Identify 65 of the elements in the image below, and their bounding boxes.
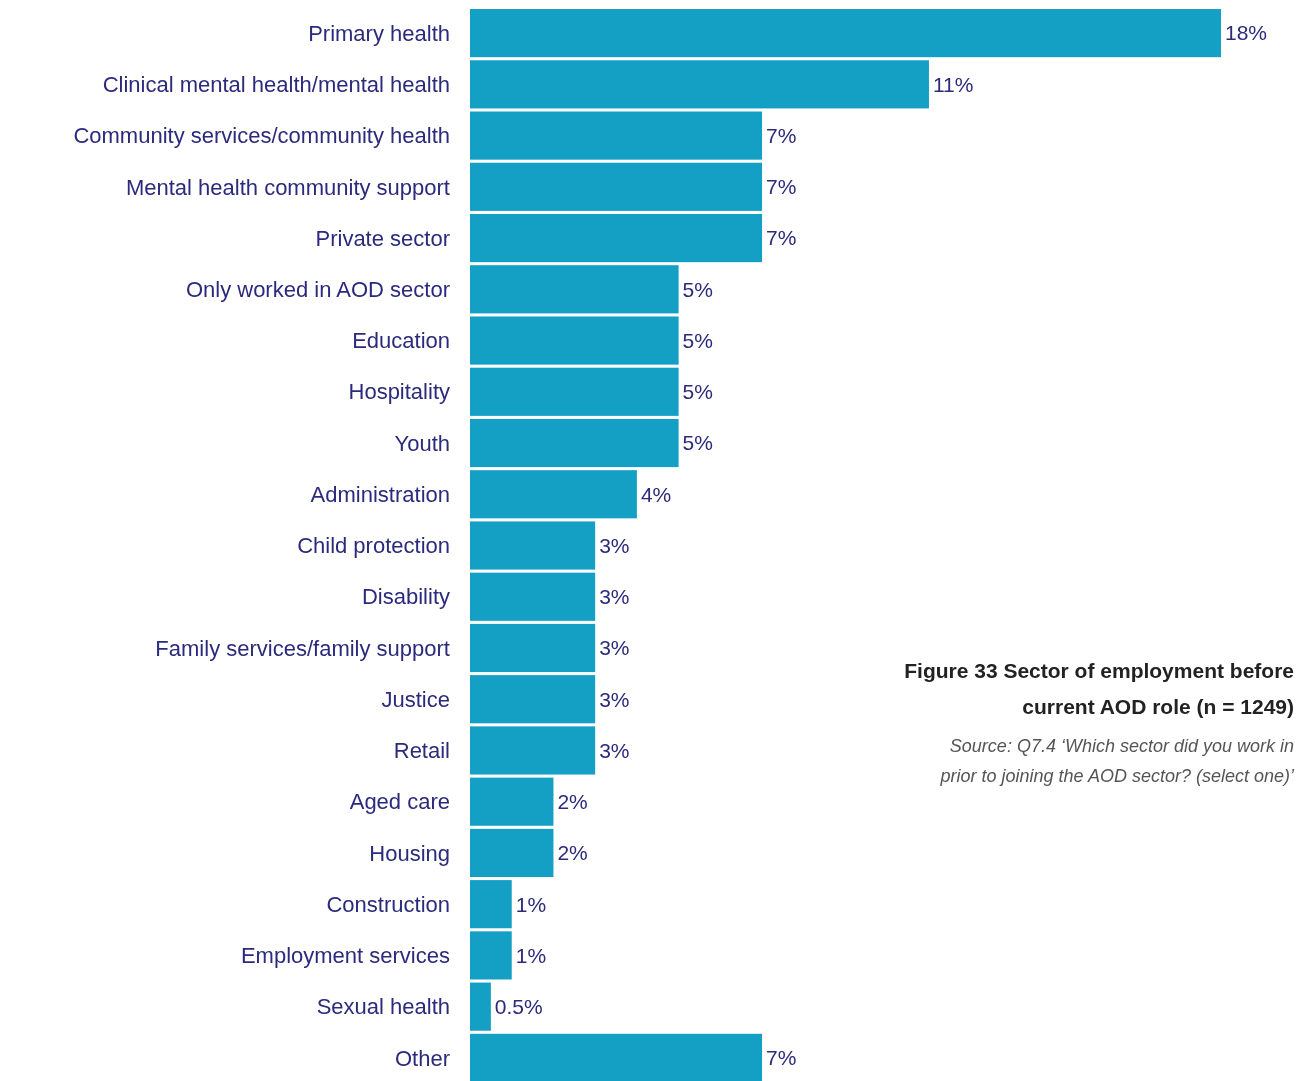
y-tick-label: Education [352,328,450,354]
data-label: 4% [640,482,672,506]
y-tick-label: Family services/family support [155,635,450,661]
data-label: 1% [515,943,547,967]
data-label: 5% [682,431,713,455]
bar [470,931,512,980]
data-label: 3% [599,636,630,660]
data-label: 3% [599,687,630,711]
data-label: 0.5% [494,995,543,1018]
y-tick-label: Construction [326,891,450,917]
bar [470,162,763,211]
data-label: 2% [557,841,588,865]
bar [470,1033,763,1081]
bar [470,521,596,570]
data-label: 5% [682,277,713,301]
data-label: 3% [599,738,630,762]
y-tick-label: Youth [394,430,450,456]
bar [470,9,1221,58]
y-tick-label: Clinical mental health/mental health [102,72,450,98]
annotation: Source: Q7.4 ‘Which sector did you work in prior to joining the AOD sector? (select one)’ [939,736,1295,786]
text: Figure 33 Sector of employment before current AOD role (n = 1249) [904,659,1294,718]
y-tick-label: Community services/community health [73,123,450,149]
bar [470,265,679,314]
bar [470,675,596,724]
y-tick-label: Hospitality [348,379,450,405]
bar [470,982,491,1031]
data-label: 7% [766,1046,797,1070]
y-tick-label: Employment services [240,943,450,969]
bar [470,880,512,929]
y-tick-label: Justice [381,686,450,712]
bar [470,777,554,826]
data-label: 7% [766,175,797,199]
y-tick-label: Aged care [349,789,450,815]
y-tick-label: Only worked in AOD sector [185,277,450,302]
data-label: 3% [599,533,630,557]
y-tick-label: Child protection [297,533,450,559]
y-tick-label: Primary health [308,20,450,46]
data-label: 2% [557,790,588,814]
bar [470,470,637,519]
bar [470,726,596,775]
bar [470,111,763,160]
data-label: 5% [682,380,713,404]
bar [470,213,763,263]
data-label: 7% [766,123,797,147]
bar [470,418,679,468]
bar [470,828,554,878]
data-label: 3% [599,585,630,609]
bar [470,367,679,416]
y-tick-label: Mental health community support [125,174,450,200]
y-tick-label: Other [394,1045,450,1071]
data-label: 18% [1225,21,1268,45]
bar [470,316,679,365]
data-label: 11% [932,72,974,96]
data-label: 7% [766,226,797,250]
y-tick-label: Housing [369,840,450,866]
y-tick-label: Disability [361,584,450,610]
y-tick-label: Retail [393,738,450,764]
bar [470,572,596,621]
data-label: 1% [515,892,547,916]
bar [470,623,596,673]
data-label: 5% [682,328,713,352]
y-tick-label: Sexual health [316,994,450,1020]
y-tick-label: Administration [310,481,450,507]
y-tick-label: Private sector [315,225,450,251]
bar [470,60,929,109]
